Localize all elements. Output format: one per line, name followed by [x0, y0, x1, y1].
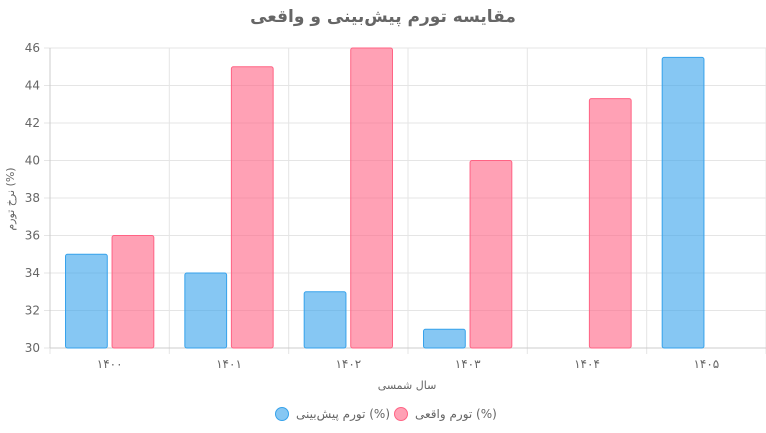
y-axis-title: نرخ تورم (%) [4, 167, 17, 230]
y-tick-label: 44 [25, 79, 40, 93]
x-tick-label: ۱۴۰۵ [693, 357, 719, 371]
x-tick-label: ۱۴۰۳ [455, 357, 481, 371]
bars [65, 47, 705, 349]
legend: تورم پیش‌بینی (%) تورم واقعی (%) [275, 407, 497, 422]
y-tick-label: 36 [25, 229, 40, 243]
bar-series-2 [111, 235, 155, 349]
legend-swatch [394, 407, 408, 421]
y-tick-label: 42 [25, 116, 40, 130]
legend-label: تورم پیش‌بینی (%) [296, 407, 390, 422]
x-tick-label: ۱۴۰۴ [574, 357, 600, 371]
y-tick-label: 46 [25, 41, 40, 55]
x-tick-label: ۱۴۰۰ [97, 357, 123, 371]
y-tick-label: 40 [25, 154, 40, 168]
bar-series-1 [184, 272, 228, 349]
x-tick-label: ۱۴۰۲ [335, 357, 361, 371]
y-tick-label: 32 [25, 304, 40, 318]
y-tick-label: 30 [25, 341, 40, 355]
bar-series-1 [661, 56, 705, 349]
bar-series-1 [65, 253, 108, 349]
bar-series-2 [350, 47, 393, 349]
y-tick-label: 34 [25, 266, 40, 280]
grid [44, 47, 766, 354]
bar-series-2 [230, 66, 274, 349]
x-tick-label: ۱۴۰۱ [216, 357, 242, 371]
bar-series-2 [469, 160, 513, 349]
x-axis-title: سال شمسی [378, 379, 437, 392]
bar-series-1 [303, 291, 347, 349]
y-tick-label: 38 [25, 191, 40, 205]
y-axis-ticks: 30 32 34 36 38 40 42 44 46 [25, 41, 40, 355]
legend-label: تورم واقعی (%) [415, 407, 497, 422]
bar-series-2 [588, 98, 632, 349]
x-axis-ticks: ۱۴۰۰ ۱۴۰۱ ۱۴۰۲ ۱۴۰۳ ۱۴۰۴ ۱۴۰۵ [97, 357, 719, 371]
bar-series-1 [423, 328, 466, 349]
legend-swatch [275, 407, 289, 421]
chart-title: مقایسه تورم پیش‌بینی و واقعی [250, 7, 516, 27]
